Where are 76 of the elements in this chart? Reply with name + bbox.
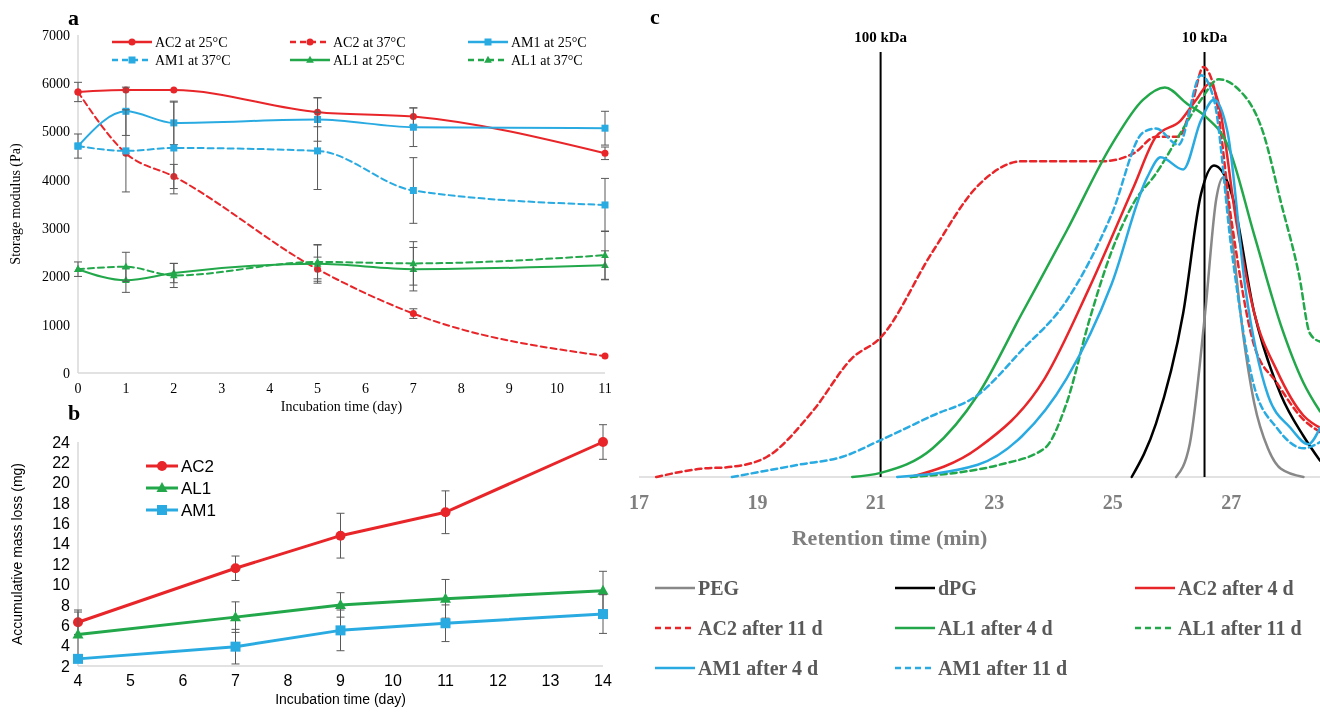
x-tick-label: 0 [74,381,82,396]
y-tick-label: 14 [52,535,71,553]
x-tick-label: 13 [541,672,560,689]
x-tick-label: 9 [505,381,513,396]
legend-label: AC2 [181,456,215,476]
x-tick-label: 2 [170,381,178,396]
chart-title: a [68,5,79,30]
legend-label: AM1 after 11 d [938,657,1068,679]
legend-label: dPG [938,577,978,599]
x-tick-label: 3 [218,381,226,396]
x-tick-label: 23 [984,491,1005,513]
legend-label: AC2 after 4 d [1178,577,1294,599]
x-tick-label: 11 [437,672,454,689]
y-tick-label: 6000 [42,76,70,92]
x-tick-label: 8 [457,381,465,396]
legend-label: AM1 at 25°C [511,34,587,50]
y-tick-label: 12 [52,555,71,573]
legend-label: AC2 at 25°C [155,34,228,50]
x-tick-label: 27 [1221,491,1242,513]
y-tick-label: 0 [63,365,70,381]
x-tick-label: 6 [361,381,369,396]
y-axis-title: Accumulative mass loss (mg) [9,462,25,646]
x-tick-label: 5 [126,672,136,689]
y-tick-label: 5000 [42,124,70,140]
x-tick-label: 11 [598,381,612,396]
y-tick-label: 20 [52,474,71,492]
y-tick-label: 7000 [42,27,70,43]
x-tick-label: 19 [747,491,768,513]
y-tick-label: 16 [52,515,71,533]
x-tick-label: 7 [409,381,417,396]
x-tick-label: 1 [122,381,130,396]
y-tick-label: 4000 [42,172,70,188]
legend-label: AL1 after 11 d [1178,617,1302,639]
y-tick-label: 10 [52,576,71,594]
x-tick-label: 4 [73,672,83,689]
x-tick-label: 12 [489,672,507,689]
x-tick-label: 10 [550,381,565,396]
y-tick-label: 24 [52,433,71,451]
ref-line-label: 10 kDa [1181,29,1228,45]
y-tick-label: 3000 [42,221,70,237]
x-axis-title: Incubation time (day) [275,691,406,707]
y-axis-title: Storage modulus (Pa) [8,143,24,265]
x-tick-label: 9 [336,672,346,689]
x-tick-label: 7 [231,672,241,689]
x-tick-label: 10 [384,672,402,689]
x-tick-label: 14 [594,672,612,689]
y-tick-label: 2 [61,657,71,675]
y-tick-label: 22 [52,453,71,471]
legend-label: AL1 after 4 d [938,617,1053,639]
y-tick-label: 1000 [42,317,70,333]
y-tick-label: 18 [52,494,71,512]
legend-label: AL1 at 25°C [333,52,405,68]
legend-label: AC2 after 11 d [698,617,823,639]
x-tick-label: 17 [629,491,649,513]
legend-label: AC2 at 37°C [333,34,406,50]
chart-title: c [650,4,660,29]
legend-label: AL1 at 37°C [511,52,583,68]
legend-label: PEG [698,577,740,599]
y-tick-label: 4 [61,637,71,655]
y-tick-label: 6 [61,616,71,634]
y-tick-label: 8 [61,596,71,614]
legend-label: AM1 at 37°C [155,52,231,68]
x-tick-label: 4 [266,381,274,396]
x-axis-title: Incubation time (day) [280,399,403,415]
x-tick-label: 6 [178,672,188,689]
legend-label: AM1 after 4 d [698,657,819,679]
legend-label: AM1 [181,500,216,520]
x-tick-label: 21 [865,491,886,513]
legend-label: AL1 [181,478,212,498]
x-tick-label: 25 [1102,491,1123,513]
x-tick-label: 8 [283,672,293,689]
x-tick-label: 5 [314,381,322,396]
ref-line-label: 100 kDa [854,29,908,45]
chart-title: b [68,400,81,425]
x-axis-title: Retention time (min) [791,525,988,550]
y-tick-label: 2000 [42,269,70,285]
